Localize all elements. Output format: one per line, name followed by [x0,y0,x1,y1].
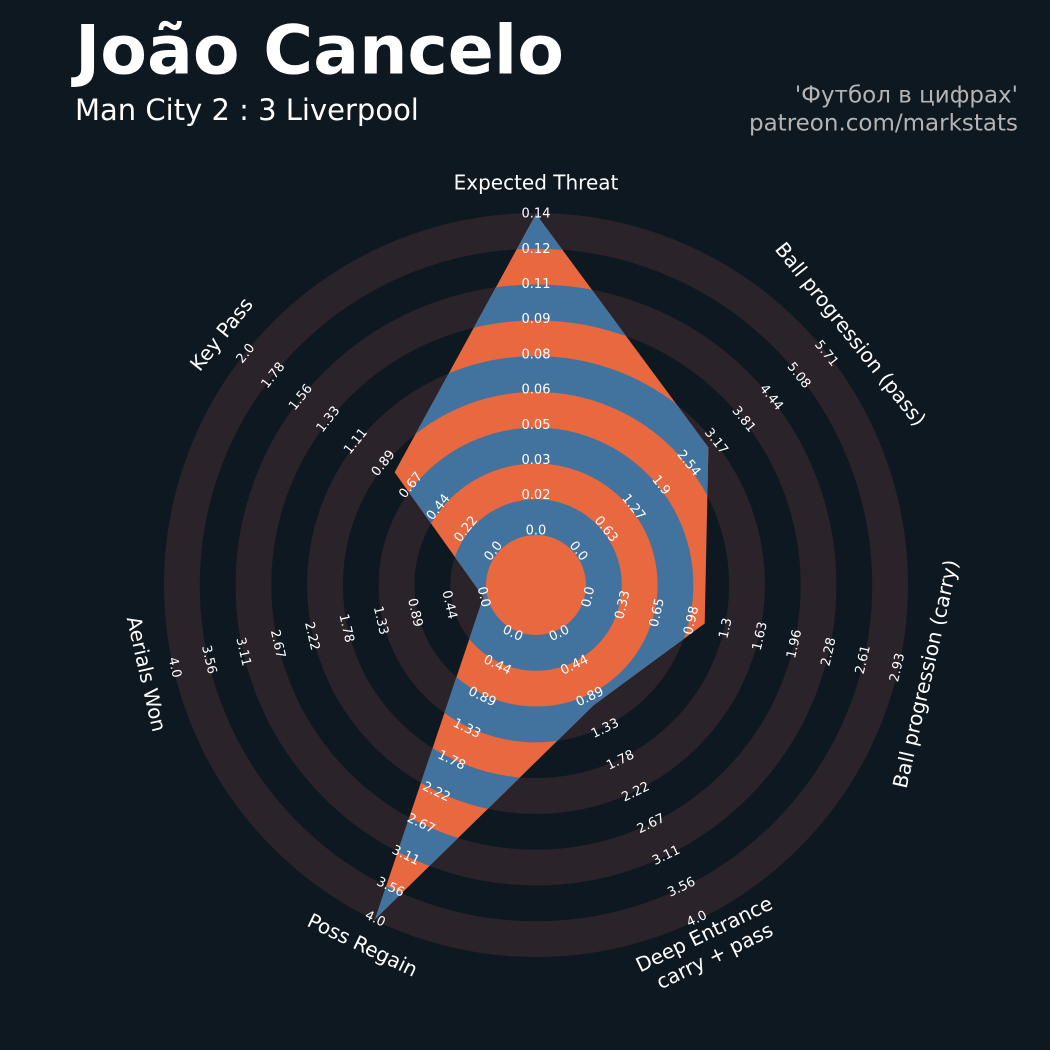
tick-label: 3.56 [198,644,219,676]
tick-label: 1.78 [335,613,356,645]
tick-label: 0.03 [522,453,551,468]
radar-band [375,214,709,920]
tick-label: 2.22 [301,620,322,652]
tick-label: 0.98 [681,605,702,637]
tick-label: 0.0 [526,524,547,539]
tick-label: 0.65 [647,597,668,629]
tick-label: 1.3 [716,617,735,641]
tick-label: 0.12 [522,242,551,257]
tick-label: 0.14 [522,207,551,222]
tick-label: 0.06 [522,383,551,398]
tick-label: 3.11 [232,636,253,668]
tick-label: 0.08 [522,347,551,362]
tick-label: 1.33 [370,605,391,637]
credit: 'Футбол в цифрах' [795,83,1018,109]
tick-label: 2.67 [267,628,288,660]
axis-label: Expected Threat [454,171,619,195]
tick-label: 4.0 [165,656,184,680]
tick-label: 2.61 [853,644,874,676]
tick-label: 0.0 [474,585,493,609]
axis-label: Aerials Won [122,614,172,734]
tick-label: 0.02 [522,488,551,503]
chart-title: João Cancelo [71,12,564,91]
tick-label: 0.05 [522,418,551,433]
tick-label: 0.09 [522,312,551,327]
tick-label: 2.93 [887,652,908,684]
tick-label: 0.11 [522,277,551,292]
tick-label: 0.44 [438,589,459,621]
tick-label: 0.0 [579,585,598,609]
tick-label: 1.63 [750,620,771,652]
tick-label: 0.33 [612,589,633,621]
tick-label: 2.28 [818,636,839,668]
tick-label: 1.96 [784,628,805,660]
labels: Expected Threat 0.0 0.02 0.03 0.05 0.06 0.08 0.… [122,171,963,994]
credit: patreon.com/markstats [749,111,1018,137]
tick-label: 0.89 [404,597,425,629]
chart-subtitle: Man City 2 : 3 Liverpool [75,93,419,127]
